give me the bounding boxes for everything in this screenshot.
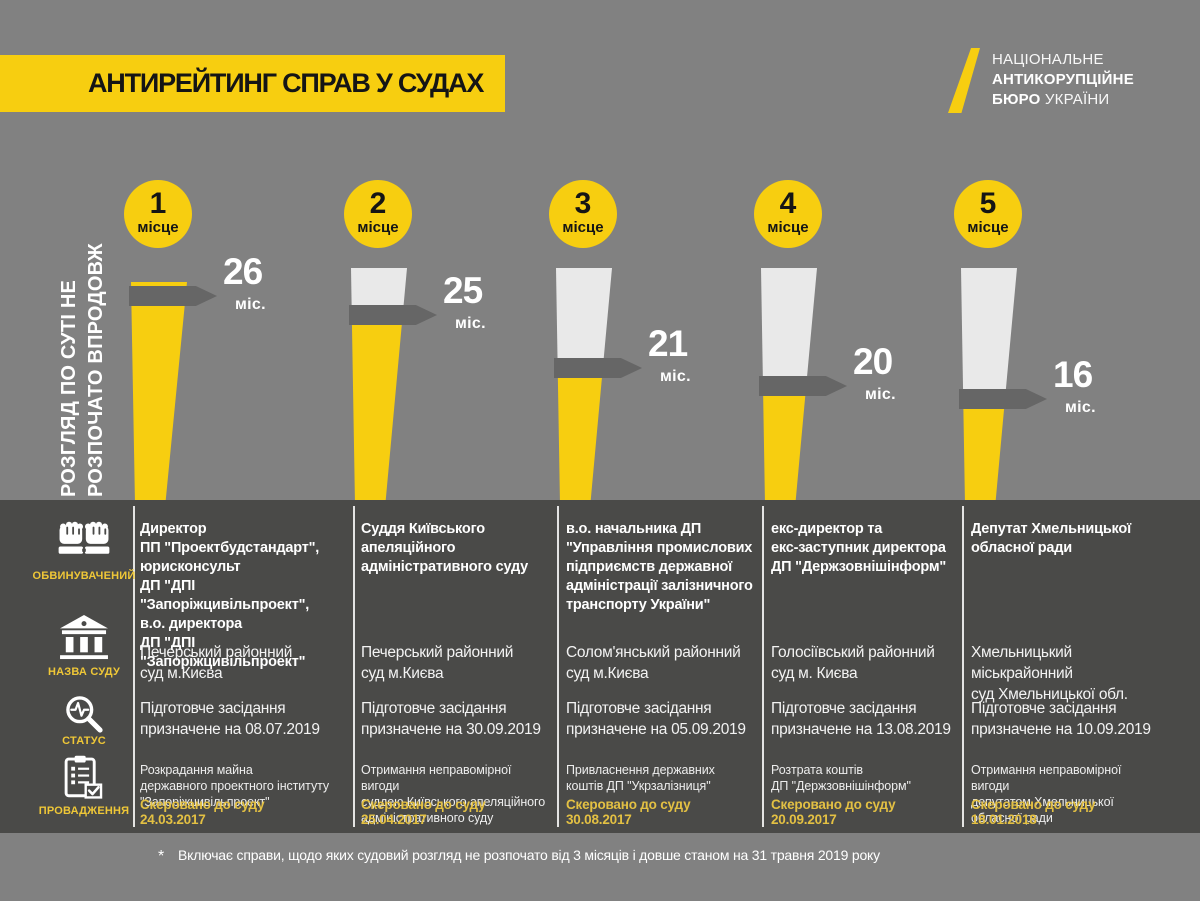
duration-bar (556, 268, 612, 500)
handcuffed-fists-icon (36, 518, 132, 566)
case-details-4: екс-директор та екс-заступник директора … (771, 500, 961, 833)
accused-text: Директор ПП "Проектбудстандарт", юрискон… (140, 521, 320, 670)
sent-to-court-date: Скеровано до суду 25.04.2017 (361, 797, 486, 827)
logo-line2: АНТИКОРУПЦІЙНЕ (992, 71, 1134, 88)
nabu-logo: НАЦІОНАЛЬНЕ АНТИКОРУПЦІЙНЕ БЮРО УКРАЇНИ (948, 48, 1178, 118)
chart-column-4: 4 місце 20 міс. (754, 180, 966, 500)
row-label-proceedings: ПРОВАДЖЕННЯ (38, 805, 130, 817)
proceedings-text: Розкрадання майна державного проектного … (140, 763, 330, 809)
rank-badge: 2 місце (344, 180, 412, 248)
case-details-1: Директор ПП "Проектбудстандарт", юрискон… (140, 500, 330, 833)
column-separator (353, 506, 355, 827)
status-text: Підготовче засідання призначене на 08.07… (140, 700, 320, 738)
footnote-text: Включає справи, щодо яких судовий розгля… (178, 847, 880, 863)
row-label-accused: ОБВИНУВАЧЕНИЙ (32, 570, 136, 582)
nabu-logo-icon (948, 48, 980, 113)
proceedings-text: Привласнення державних коштів ДП "Укрзал… (566, 763, 715, 793)
row-label-status: СТАТУС (62, 735, 106, 747)
rank-badge: 1 місце (124, 180, 192, 248)
duration-arrow-icon (959, 389, 1047, 409)
duration-value: 25 міс. (443, 270, 486, 332)
duration-bar (961, 268, 1017, 500)
duration-bar (131, 282, 187, 500)
chart-column-3: 3 місце 21 міс. (549, 180, 761, 500)
logo-line3-light: УКРАЇНИ (1044, 91, 1110, 108)
proceedings-text: Отримання неправомірної вигоди суддею Ки… (361, 763, 546, 825)
duration-value: 16 міс. (1053, 354, 1096, 416)
proceedings-text: Розтрата коштів ДП "Держзовнішінформ" (771, 763, 911, 793)
column-separator (962, 506, 964, 827)
accused-text: в.о. начальника ДП "Управління промислов… (566, 521, 753, 613)
courthouse-icon (36, 614, 132, 660)
row-labels-rail: ОБВИНУВАЧЕНИЙ НАЗВА СУДУ (32, 500, 135, 833)
case-details-3: в.о. начальника ДП "Управління промислов… (566, 500, 756, 833)
status-text: Підготовче засідання призначене на 05.09… (566, 700, 746, 738)
duration-value: 26 міс. (223, 251, 266, 313)
status-text: Підготовче засідання призначене на 10.09… (971, 700, 1151, 738)
chart-column-2: 2 місце 25 міс. (344, 180, 556, 500)
page-title: АНТИРЕЙТИНГ СПРАВ У СУДАХ (88, 68, 484, 98)
status-text: Підготовче засідання призначене на 13.08… (771, 700, 951, 738)
case-details-5: Депутат Хмельницької обласної ради Хмель… (971, 500, 1161, 833)
duration-arrow-icon (129, 286, 217, 306)
rank-badge: 5 місце (954, 180, 1022, 248)
details-section: ОБВИНУВАЧЕНИЙ НАЗВА СУДУ (0, 500, 1200, 833)
logo-line3-bold: БЮРО (992, 91, 1041, 108)
sent-to-court-date: Скеровано до суду 18.01.2018 (971, 797, 1096, 827)
duration-value: 21 міс. (648, 323, 691, 385)
duration-arrow-icon (554, 358, 642, 378)
y-axis-label: РОЗГЛЯД ПО СУТІ НЕ РОЗПОЧАТО ВПРОДОВЖ (58, 243, 107, 497)
rank-badge: 4 місце (754, 180, 822, 248)
column-separator (557, 506, 559, 827)
duration-value: 20 міс. (853, 341, 896, 403)
court-name: Печерський районний суд м.Києва (361, 644, 514, 682)
status-text: Підготовче засідання призначене на 30.09… (361, 700, 541, 738)
logo-line1: НАЦІОНАЛЬНЕ (992, 51, 1104, 68)
duration-arrow-icon (349, 305, 437, 325)
status-magnifier-icon (36, 692, 132, 736)
title-banner: АНТИРЕЙТИНГ СПРАВ У СУДАХ (0, 55, 505, 112)
sent-to-court-date: Скеровано до суду 30.08.2017 (566, 797, 691, 827)
court-name: Солом'янський районний суд м.Києва (566, 644, 741, 682)
court-name: Печерський районний суд м.Києва (140, 644, 293, 682)
sent-to-court-date: Скеровано до суду 24.03.2017 (140, 797, 265, 827)
chart-column-1: 1 місце 26 міс. (124, 180, 336, 500)
case-details-2: Суддя Київського апеляційного адміністра… (361, 500, 551, 833)
column-separator (762, 506, 764, 827)
row-label-court: НАЗВА СУДУ (47, 666, 121, 678)
column-separator (133, 506, 135, 827)
proceedings-clipboard-icon (36, 754, 132, 800)
accused-text: екс-директор та екс-заступник директора … (771, 521, 947, 575)
court-name: Голосіївський районний суд м. Києва (771, 644, 935, 682)
accused-text: Депутат Хмельницької обласної ради (971, 521, 1131, 556)
proceedings-text: Отримання неправомірної вигоди депутатом… (971, 763, 1122, 825)
court-name: Хмельницький міськрайонний суд Хмельниць… (971, 644, 1128, 703)
duration-arrow-icon (759, 376, 847, 396)
duration-bar (351, 268, 407, 500)
asterisk-marker: * (158, 848, 165, 865)
sent-to-court-date: Скеровано до суду 20.09.2017 (771, 797, 896, 827)
rank-badge: 3 місце (549, 180, 617, 248)
chart-column-5: 5 місце 16 міс. (954, 180, 1166, 500)
accused-text: Суддя Київського апеляційного адміністра… (361, 521, 528, 575)
footnote: * Включає справи, щодо яких судовий розгл… (158, 847, 880, 866)
